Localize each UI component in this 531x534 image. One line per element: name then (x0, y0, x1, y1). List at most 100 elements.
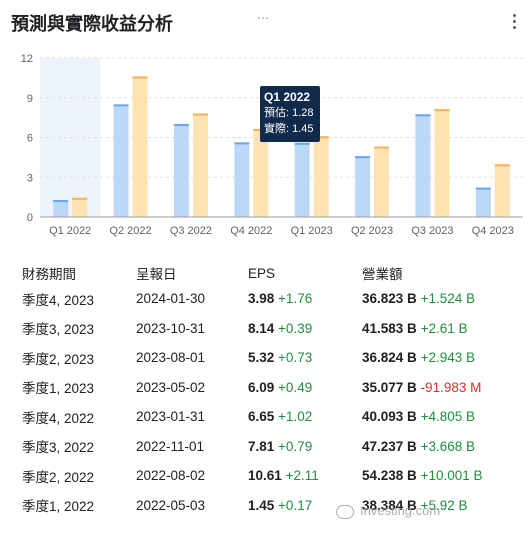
eps-change: +1.76 (278, 291, 313, 307)
period-cell: 季度3, 2023 (22, 322, 95, 338)
eps-cell: 8.14 +0.39 (248, 314, 362, 344)
tooltip-actual-row: 實際: 1.45 (264, 123, 314, 135)
estimate-bar (415, 114, 431, 217)
y-tick-label: 0 (27, 212, 33, 224)
table-row[interactable]: 季度3, 2023 2023-10-31 8.14 +0.39 41.583 B +2… (22, 314, 522, 344)
actual-bar-cap (192, 113, 208, 116)
actual-bar-cap (374, 146, 390, 149)
drag-handle-icon[interactable] (258, 6, 272, 19)
revenue-change: +1.524 B (420, 291, 475, 307)
x-tick-label: Q3 2023 (411, 225, 453, 237)
estimate-bar (53, 200, 69, 217)
estimate-bar-cap (53, 200, 69, 203)
tooltip-estimate-value: 1.28 (292, 107, 314, 119)
period-cell: 季度2, 2023 (22, 351, 95, 367)
revenue-value: 35.077 B (362, 379, 417, 395)
eps-cell: 1.45 +0.17 (248, 491, 362, 521)
eps-change: +0.17 (278, 497, 313, 513)
revenue-value: 41.583 B (362, 320, 417, 336)
watermark-text: Investing.com (360, 503, 441, 518)
period-cell: 季度1, 2022 (22, 499, 95, 515)
earnings-bar-chart[interactable]: 0 3 6 9 12 Q1 2022 Q2 2022 Q3 2022 Q4 2022 Q1 202… (0, 40, 531, 240)
col-header-report-date[interactable]: 呈報日 (136, 267, 177, 282)
report-date-cell: 2023-01-31 (136, 409, 206, 425)
x-tick-label: Q2 2023 (351, 225, 393, 237)
table-row[interactable]: 季度4, 2022 2023-01-31 6.65 +1.02 40.093 B +4… (22, 402, 522, 432)
tooltip-estimate-row: 預估: 1.28 (264, 107, 314, 119)
revenue-cell: 40.093 B +4.805 B (362, 402, 522, 432)
estimate-bar-cap (234, 142, 250, 145)
revenue-cell: 36.824 B +2.943 B (362, 343, 522, 373)
eps-value: 6.09 (248, 379, 275, 395)
estimate-bar-cap (294, 142, 310, 145)
tooltip-actual-value: 1.45 (292, 123, 314, 135)
actual-bar-cap (313, 136, 329, 139)
revenue-cell: 36.823 B +1.524 B (362, 284, 522, 314)
revenue-change: -91.983 M (420, 379, 482, 395)
estimate-bar (294, 142, 310, 217)
table-row[interactable]: 季度2, 2022 2022-08-02 10.61 +2.11 54.238 B +… (22, 461, 522, 491)
eps-cell: 6.65 +1.02 (248, 402, 362, 432)
revenue-cell: 38.384 B +5.92 B (362, 491, 522, 521)
actual-bar (192, 113, 208, 217)
table-row[interactable]: 季度4, 2023 2024-01-30 3.98 +1.76 36.823 B +1… (22, 284, 522, 314)
col-header-period[interactable]: 財務期間 (22, 267, 76, 282)
y-tick-label: 3 (27, 172, 33, 184)
report-date-cell: 2023-05-02 (136, 379, 206, 395)
table-row[interactable]: 季度1, 2022 2022-05-03 1.45 +0.17 38.384 B +5… (22, 491, 522, 521)
report-date-cell: 2024-01-30 (136, 291, 206, 307)
revenue-value: 36.824 B (362, 350, 417, 366)
actual-bar (72, 197, 88, 217)
revenue-value: 36.823 B (362, 291, 417, 307)
actual-bar-cap (72, 197, 88, 200)
revenue-cell: 41.583 B +2.61 B (362, 314, 522, 344)
actual-bar (253, 128, 269, 217)
report-date-cell: 2023-10-31 (136, 320, 206, 336)
eps-change: +2.11 (285, 468, 319, 484)
eps-value: 8.14 (248, 320, 275, 336)
col-header-eps[interactable]: EPS (248, 265, 276, 281)
revenue-value: 47.237 B (362, 438, 417, 454)
revenue-value: 38.384 B (362, 497, 417, 513)
tooltip-title: Q1 2022 (264, 90, 311, 104)
period-cell: 季度1, 2023 (22, 381, 95, 397)
actual-bar (132, 76, 148, 217)
col-header-revenue[interactable]: 營業額 (362, 267, 403, 282)
more-vert-icon[interactable] (511, 12, 517, 34)
x-tick-label: Q4 2023 (472, 225, 514, 237)
actual-bar-cap (434, 109, 450, 112)
actual-bar-cap (132, 76, 148, 79)
eps-value: 5.32 (248, 350, 275, 366)
report-date-cell: 2022-11-01 (136, 438, 205, 454)
eps-value: 7.81 (248, 438, 275, 454)
y-tick-label: 9 (27, 93, 33, 105)
table-row[interactable]: 季度3, 2022 2022-11-01 7.81 +0.79 47.237 B +3… (22, 432, 522, 462)
eps-value: 6.65 (248, 409, 275, 425)
earnings-table: 財務期間 呈報日 EPS 營業額 季度4, 2023 2024-01-30 3.98… (22, 262, 522, 520)
revenue-change: +2.943 B (420, 350, 475, 366)
estimate-bar-cap (475, 187, 491, 190)
x-tick-label: Q1 2023 (291, 225, 333, 237)
actual-bar-cap (494, 164, 510, 167)
y-tick-label: 12 (21, 53, 33, 65)
watermark: Investing.com (336, 503, 440, 519)
period-cell: 季度2, 2022 (22, 469, 95, 485)
revenue-value: 54.238 B (362, 468, 417, 484)
tooltip-actual-label: 實際 (264, 123, 286, 135)
x-tick-label: Q1 2022 (49, 225, 91, 237)
report-date-cell: 2022-08-02 (136, 468, 206, 484)
actual-bar (434, 109, 450, 217)
eps-change: +1.02 (278, 409, 313, 425)
estimate-bar-cap (355, 156, 371, 159)
table-row[interactable]: 季度1, 2023 2023-05-02 6.09 +0.49 35.077 B -9… (22, 373, 522, 403)
eps-cell: 7.81 +0.79 (248, 432, 362, 462)
period-cell: 季度3, 2022 (22, 440, 95, 456)
eps-value: 3.98 (248, 291, 275, 307)
table-row[interactable]: 季度2, 2023 2023-08-01 5.32 +0.73 36.824 B +2… (22, 343, 522, 373)
wechat-icon (336, 504, 354, 519)
revenue-change: +3.668 B (420, 438, 475, 454)
eps-change: +0.79 (278, 438, 313, 454)
widget-title: 預測與實際收益分析 (11, 14, 173, 34)
revenue-value: 40.093 B (362, 409, 417, 425)
report-date-cell: 2023-08-01 (136, 350, 206, 366)
